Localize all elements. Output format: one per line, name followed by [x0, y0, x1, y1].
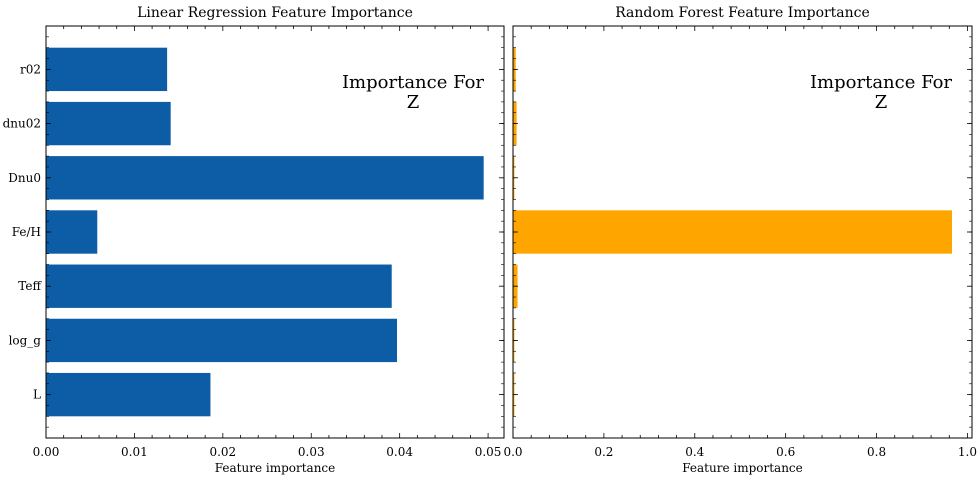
y-tick-label: r02: [20, 62, 41, 76]
chart-title: Linear Regression Feature Importance: [137, 5, 413, 21]
y-tick-label: L: [33, 388, 41, 402]
x-tick-label: 1.0: [958, 445, 977, 459]
y-tick-label: Fe/H: [12, 225, 41, 239]
bar-1-dnu0: [46, 156, 484, 200]
panel-2: 0.0 0.2 0.4 0.6 0.8 1.0 Random Forest Feature …: [503, 5, 977, 475]
y-tick-label: log_g: [9, 333, 42, 347]
x-axis-label: Feature importance: [215, 461, 336, 475]
x-tick-label: 0.03: [298, 445, 325, 459]
y-tick-label: dnu02: [3, 117, 41, 131]
y-tick-label: Dnu0: [8, 171, 41, 185]
x-tick-label: 0.2: [594, 445, 613, 459]
bar-1-dnu02: [46, 101, 171, 146]
bar-1-l: [46, 372, 211, 417]
x-tick-label: 0.04: [386, 445, 413, 459]
x-tick-label: 0.0: [503, 445, 522, 459]
bar-1-teff: [46, 264, 392, 308]
annotation-line-1: Importance For: [810, 72, 952, 93]
bar-1-logg: [46, 318, 398, 363]
bar-1-r02: [46, 47, 168, 92]
y-tick-label: Teff: [18, 279, 42, 293]
chart-title: Random Forest Feature Importance: [615, 5, 870, 21]
x-tick-label: 0.4: [685, 445, 704, 459]
x-tick-label: 0.00: [33, 445, 60, 459]
x-tick-label: 0.05: [475, 445, 502, 459]
annotation-line-2: Z: [407, 92, 420, 113]
annotation-line-1: Importance For: [342, 72, 484, 93]
annotation-line-2: Z: [875, 92, 888, 113]
x-tick-label: 0.01: [121, 445, 148, 459]
x-tick-label: 0.6: [776, 445, 795, 459]
x-tick-label: 0.02: [209, 445, 236, 459]
bar-2-feh: [513, 210, 953, 254]
x-axis-label: Feature importance: [682, 461, 803, 475]
bar-1-feh: [46, 210, 98, 254]
x-tick-label: 0.8: [867, 445, 886, 459]
